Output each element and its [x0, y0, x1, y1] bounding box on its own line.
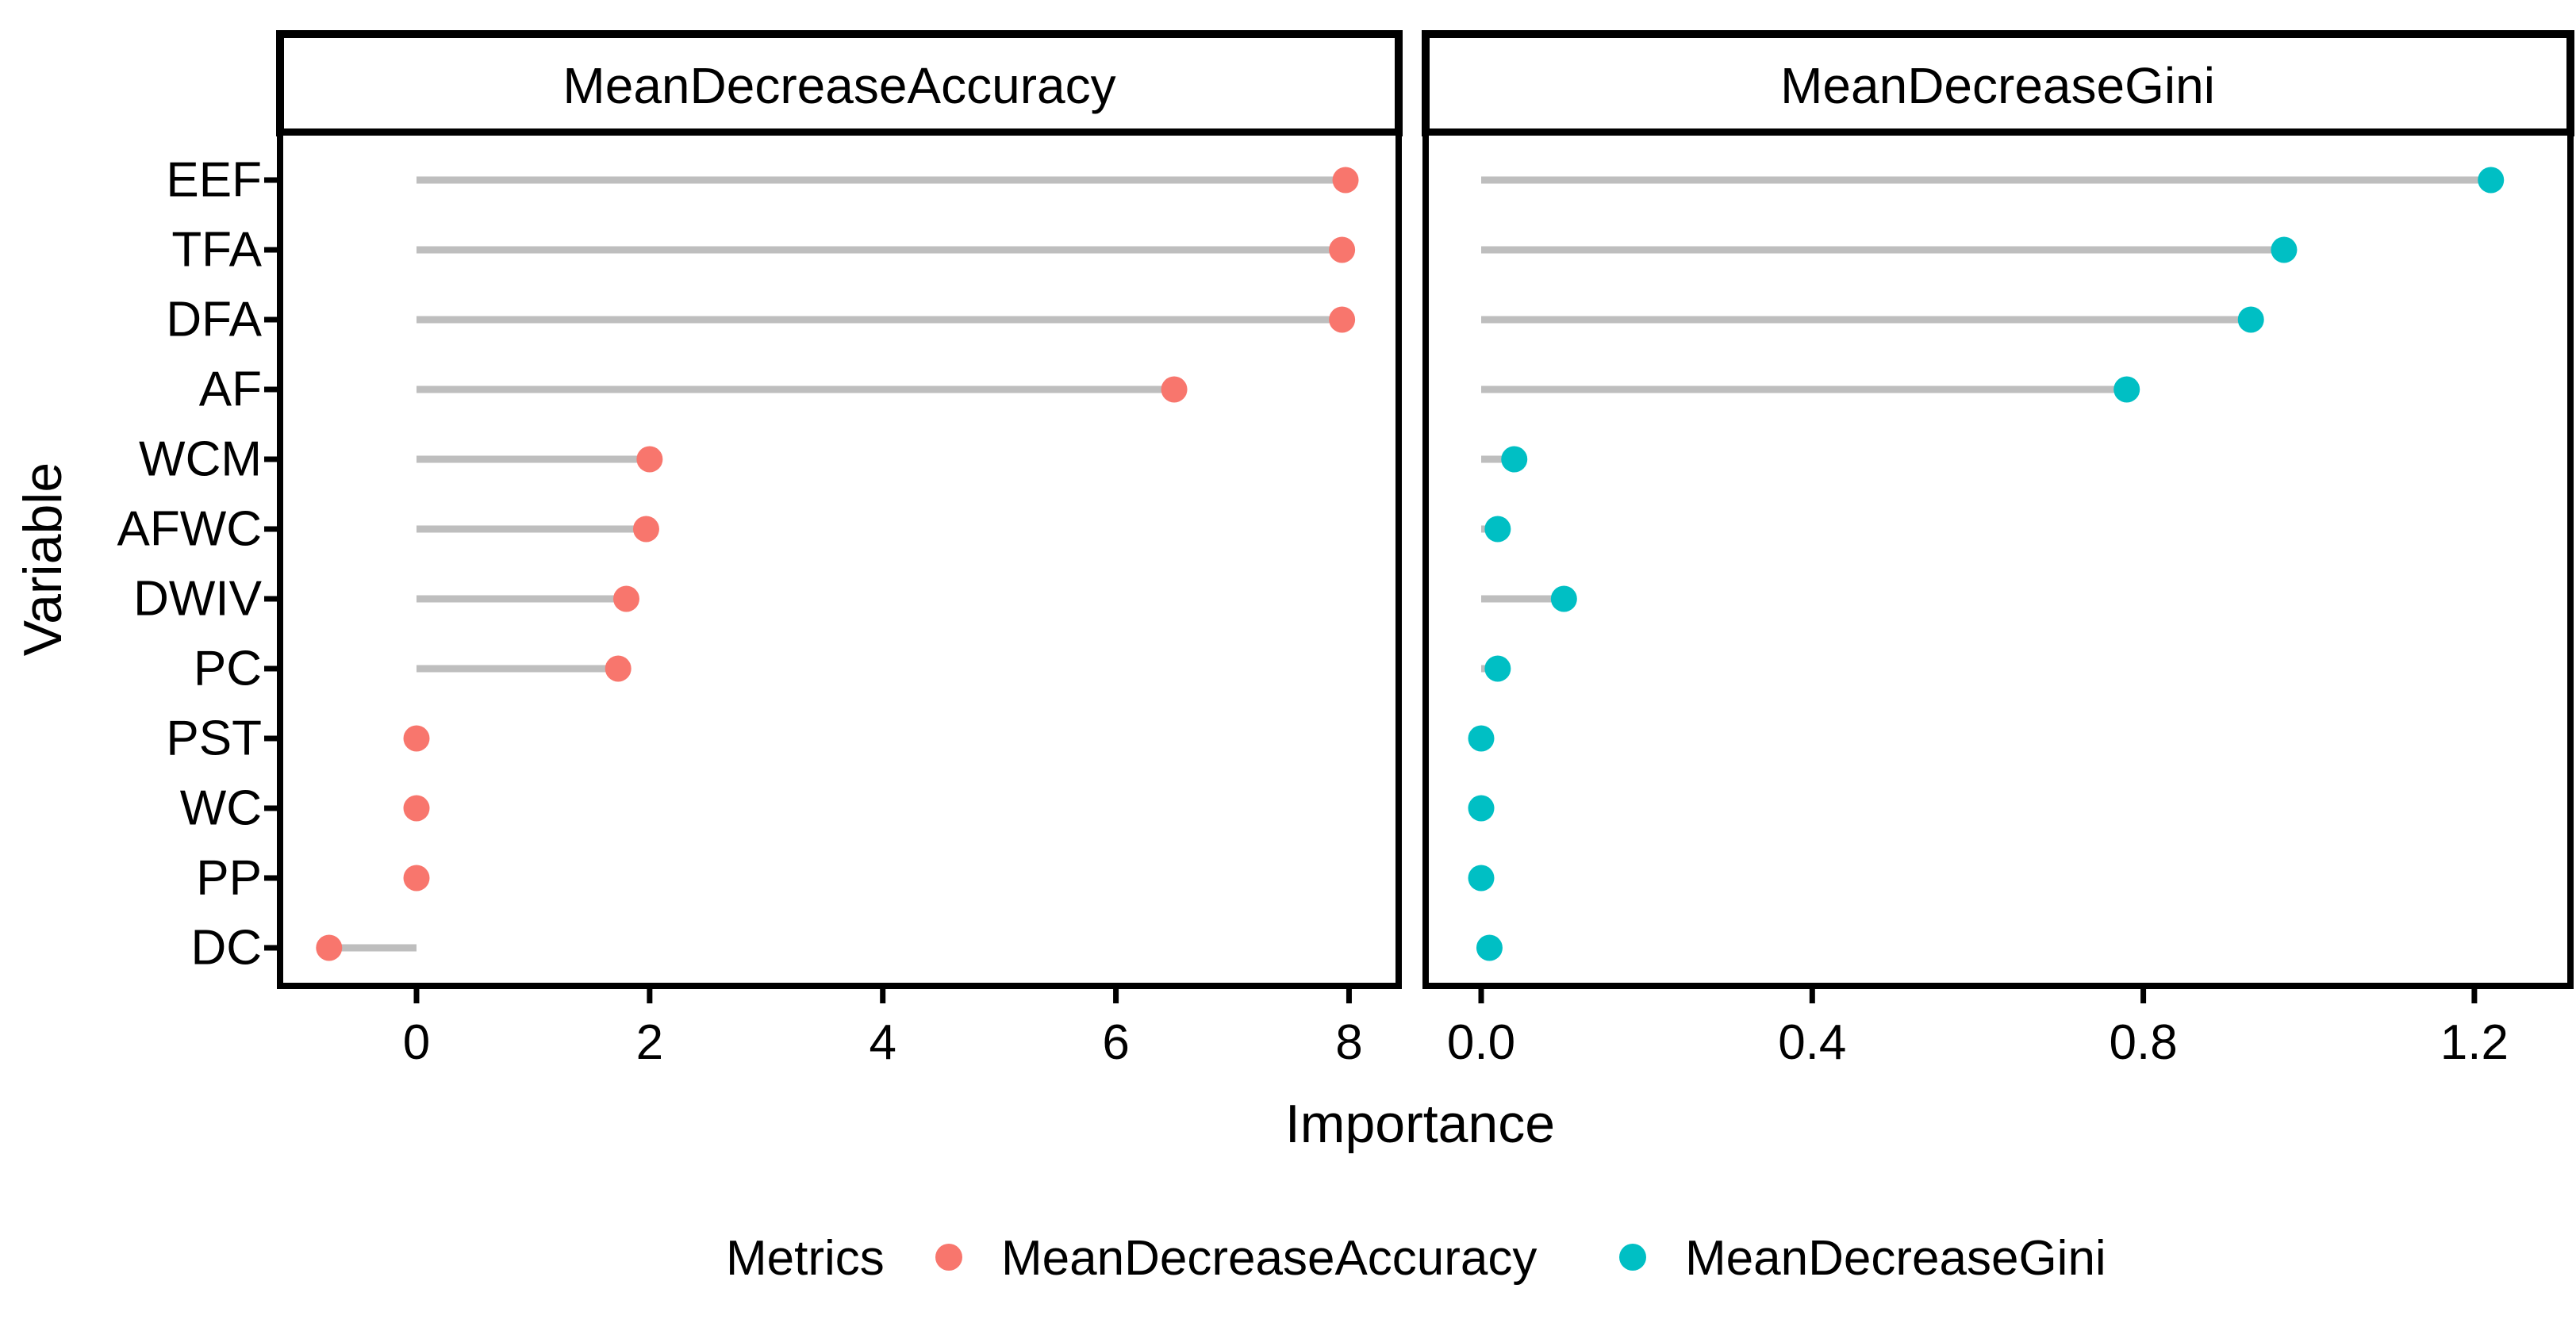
y-axis-title: Variable: [13, 462, 73, 656]
y-tick-label: TFA: [171, 223, 262, 278]
x-tick-label: 2: [636, 1015, 663, 1070]
facet-strip-gini: MeanDecreaseGini: [1422, 30, 2574, 136]
legend-gini-label: MeanDecreaseGini: [1685, 1231, 2106, 1286]
data-point-gini: [1484, 655, 1511, 682]
legend-accuracy-dot-icon: [935, 1244, 962, 1271]
data-point-gini: [1468, 795, 1495, 822]
data-point-accuracy: [403, 795, 430, 822]
data-point-accuracy: [1161, 376, 1188, 403]
x-tick-label: 8: [1335, 1015, 1362, 1070]
facet-accuracy-marks: [316, 167, 1359, 961]
data-point-gini: [2237, 306, 2264, 333]
panel-gini: [1422, 129, 2574, 989]
x-axis-title: Importance: [1285, 1094, 1555, 1154]
legend-accuracy-label: MeanDecreaseAccuracy: [1001, 1231, 1537, 1286]
y-tick-label: WCM: [139, 432, 262, 487]
y-tick-label: PST: [166, 711, 262, 766]
y-tick-label: PP: [196, 851, 262, 906]
data-point-accuracy: [632, 516, 659, 543]
data-point-gini: [2478, 167, 2505, 194]
data-point-accuracy: [612, 585, 639, 612]
data-point-gini: [1468, 865, 1495, 892]
data-point-gini: [2113, 376, 2140, 403]
x-tick-label: 0.8: [2109, 1015, 2177, 1070]
data-point-accuracy: [403, 725, 430, 752]
y-tick-label: DC: [190, 921, 262, 976]
data-point-gini: [1550, 585, 1577, 612]
y-axis: EEF TFA DFA AF WCM AFWC DWIV PC PST WC PP DC: [117, 153, 280, 976]
data-point-accuracy: [316, 934, 343, 961]
x-axis-accuracy: 0 2 4 6 8: [403, 986, 1363, 1070]
legend-gini-dot-icon: [1619, 1244, 1646, 1271]
facet-strip-gini-title: MeanDecreaseGini: [1780, 57, 2215, 114]
y-tick-label: AF: [199, 362, 262, 417]
legend-title: Metrics: [726, 1231, 885, 1286]
legend: Metrics MeanDecreaseAccuracy MeanDecreas…: [726, 1231, 2106, 1286]
facet-strip-accuracy: MeanDecreaseAccuracy: [276, 30, 1403, 136]
x-tick-label: 6: [1102, 1015, 1129, 1070]
facet-gini-marks: [1468, 167, 2505, 961]
data-point-gini: [1476, 934, 1503, 961]
x-axis-gini: 0.0 0.4 0.8 1.2: [1447, 986, 2509, 1070]
data-point-accuracy: [636, 446, 663, 473]
x-tick-label: 0: [403, 1015, 430, 1070]
y-tick-label: EEF: [166, 153, 262, 208]
y-tick-label: DFA: [166, 293, 262, 347]
facet-strip-accuracy-title: MeanDecreaseAccuracy: [562, 57, 1115, 114]
data-point-accuracy: [1329, 306, 1356, 333]
data-point-accuracy: [1329, 236, 1356, 263]
data-point-gini: [2271, 236, 2298, 263]
data-point-gini: [1484, 516, 1511, 543]
y-tick-label: DWIV: [133, 572, 263, 627]
panel-accuracy: [277, 129, 1402, 989]
data-point-accuracy: [1332, 167, 1359, 194]
data-point-accuracy: [403, 865, 430, 892]
x-tick-label: 4: [869, 1015, 896, 1070]
y-tick-label: AFWC: [117, 502, 262, 557]
data-point-accuracy: [605, 655, 632, 682]
data-point-gini: [1468, 725, 1495, 752]
data-point-gini: [1501, 446, 1528, 473]
y-tick-label: PC: [194, 642, 262, 696]
y-tick-label: WC: [180, 781, 262, 836]
x-tick-label: 0.4: [1778, 1015, 1846, 1070]
x-tick-label: 1.2: [2440, 1015, 2509, 1070]
x-tick-label: 0.0: [1447, 1015, 1515, 1070]
